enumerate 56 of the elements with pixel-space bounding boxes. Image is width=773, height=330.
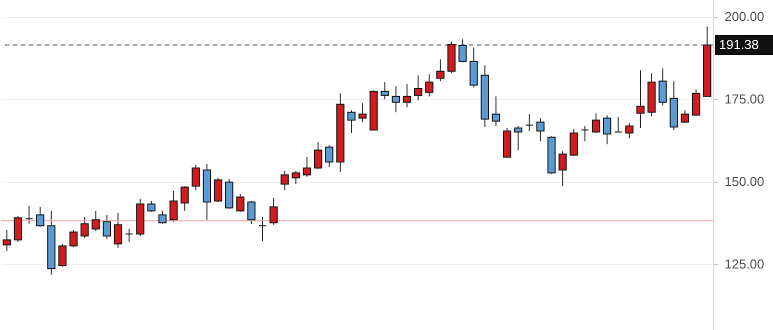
- candlestick: [570, 128, 578, 157]
- candlestick: [558, 150, 567, 187]
- candlestick: [92, 210, 100, 232]
- candlestick: [492, 96, 500, 127]
- candlestick: [680, 110, 690, 124]
- candlestick: [236, 194, 244, 212]
- candlestick: [603, 114, 612, 145]
- candlestick: [636, 70, 645, 129]
- candlestick: [458, 38, 467, 63]
- candlestick: [169, 190, 178, 222]
- candlestick: [114, 212, 122, 248]
- candlestick: [158, 210, 167, 224]
- candlestick: [214, 177, 222, 202]
- candlestick: [525, 114, 534, 132]
- y-tick-label: 150.00: [724, 174, 764, 189]
- y-tick-label: 175.00: [724, 92, 764, 106]
- candlestick: [625, 122, 634, 139]
- candlestick: [80, 216, 89, 238]
- candlestick: [125, 228, 134, 242]
- candlestick: [292, 170, 300, 185]
- candlestick: [380, 82, 389, 100]
- candlestick: [2, 230, 11, 252]
- candlestick: [180, 186, 189, 212]
- candlestick: [580, 126, 589, 142]
- candlestick: [436, 58, 444, 82]
- candlestick: [347, 110, 356, 134]
- candlestick: [58, 243, 67, 268]
- candlestick: [147, 200, 156, 212]
- ref-line-label: 191.38: [719, 36, 759, 52]
- candlestick: [592, 112, 600, 134]
- candlestick: [470, 47, 478, 88]
- candlestick: [24, 205, 34, 224]
- candlestick: [302, 156, 312, 178]
- candlestick: [102, 214, 111, 240]
- candlestick: [14, 215, 22, 242]
- candlestick: [36, 206, 44, 228]
- candlestick: [514, 126, 522, 151]
- candlestick: [414, 74, 422, 101]
- candlestick: [425, 74, 434, 97]
- candlestick: [192, 164, 200, 191]
- candlestick: [280, 170, 289, 191]
- y-tick-label: 125.00: [724, 256, 764, 272]
- candlestick: [658, 68, 667, 106]
- candlestick: [402, 84, 412, 108]
- candlestick: [258, 216, 267, 242]
- y-tick-label: 200.00: [724, 9, 764, 24]
- candlestick: [692, 88, 700, 117]
- candlestick: [247, 200, 256, 224]
- candlestick: [314, 142, 322, 170]
- candlestick: [358, 102, 367, 123]
- candlestick: [270, 198, 278, 226]
- candlestick: [325, 144, 334, 168]
- candlestick: [536, 118, 545, 142]
- candlestick: [69, 230, 78, 248]
- candlestick: [614, 116, 622, 132]
- candlestick: [392, 86, 400, 113]
